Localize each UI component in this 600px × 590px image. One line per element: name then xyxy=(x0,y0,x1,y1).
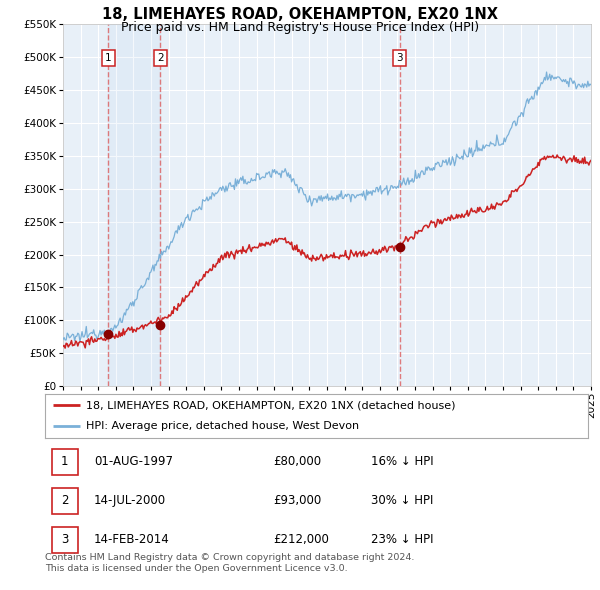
Text: 14-FEB-2014: 14-FEB-2014 xyxy=(94,533,170,546)
Text: 18, LIMEHAYES ROAD, OKEHAMPTON, EX20 1NX: 18, LIMEHAYES ROAD, OKEHAMPTON, EX20 1NX xyxy=(102,7,498,22)
Text: 18, LIMEHAYES ROAD, OKEHAMPTON, EX20 1NX (detached house): 18, LIMEHAYES ROAD, OKEHAMPTON, EX20 1NX… xyxy=(86,401,455,411)
Text: 3: 3 xyxy=(396,53,403,63)
Text: 16% ↓ HPI: 16% ↓ HPI xyxy=(371,455,433,468)
Text: £93,000: £93,000 xyxy=(273,494,322,507)
Text: 14-JUL-2000: 14-JUL-2000 xyxy=(94,494,166,507)
Text: HPI: Average price, detached house, West Devon: HPI: Average price, detached house, West… xyxy=(86,421,359,431)
FancyBboxPatch shape xyxy=(52,449,77,475)
Text: 1: 1 xyxy=(105,53,112,63)
Text: Contains HM Land Registry data © Crown copyright and database right 2024.
This d: Contains HM Land Registry data © Crown c… xyxy=(45,553,415,573)
Text: 2: 2 xyxy=(61,494,68,507)
Text: 2: 2 xyxy=(157,53,164,63)
Text: 3: 3 xyxy=(61,533,68,546)
Text: £80,000: £80,000 xyxy=(273,455,321,468)
Text: £212,000: £212,000 xyxy=(273,533,329,546)
Text: 30% ↓ HPI: 30% ↓ HPI xyxy=(371,494,433,507)
Text: Price paid vs. HM Land Registry's House Price Index (HPI): Price paid vs. HM Land Registry's House … xyxy=(121,21,479,34)
Text: 1: 1 xyxy=(61,455,68,468)
Bar xyxy=(109,24,160,386)
Text: 23% ↓ HPI: 23% ↓ HPI xyxy=(371,533,433,546)
Text: 01-AUG-1997: 01-AUG-1997 xyxy=(94,455,173,468)
FancyBboxPatch shape xyxy=(52,527,77,553)
FancyBboxPatch shape xyxy=(52,488,77,514)
